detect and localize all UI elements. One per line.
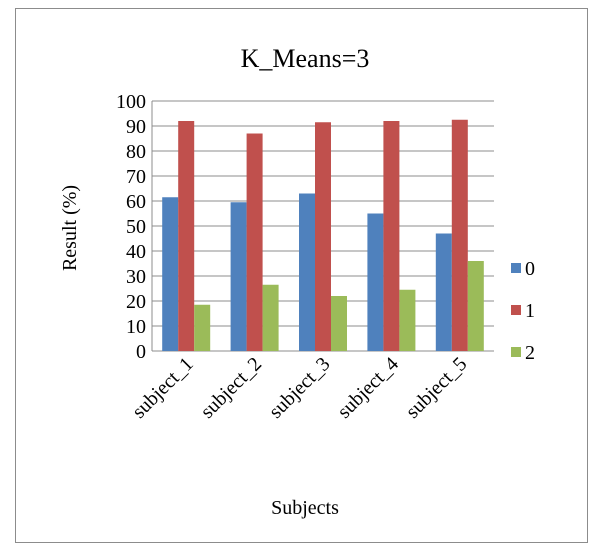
bar [299, 193, 315, 351]
y-tick-label: 60 [126, 191, 146, 213]
legend-label: 2 [525, 342, 535, 364]
x-tick-label: subject_2 [196, 353, 266, 423]
bar [194, 304, 211, 351]
y-tick-label: 70 [126, 166, 146, 188]
legend-label: 0 [525, 258, 535, 280]
bars [162, 119, 484, 351]
bar [331, 296, 347, 351]
y-axis-label: Result (%) [59, 185, 81, 271]
y-tick-label: 10 [126, 316, 146, 338]
legend: 0 1 2 [511, 258, 535, 364]
chart-title: K_Means=3 [241, 44, 370, 73]
legend-swatch [511, 263, 521, 273]
y-tick-label: 30 [126, 266, 146, 288]
x-axis-label: Subjects [271, 497, 339, 519]
bar [367, 213, 384, 351]
y-tick-label: 20 [126, 291, 146, 313]
bar [435, 233, 452, 351]
y-tick-label: 0 [136, 341, 146, 363]
bar [399, 289, 416, 351]
y-tick-label: 90 [126, 116, 146, 138]
y-tick-labels: 0 10 20 30 40 50 60 70 80 90 100 [116, 91, 146, 363]
x-tick-label: subject_1 [128, 353, 198, 423]
x-tick-labels: subject_1subject_2subject_3subject_4subj… [128, 353, 471, 423]
legend-label: 1 [525, 300, 535, 322]
bar [178, 121, 195, 351]
bar [315, 122, 331, 351]
y-tick-label: 50 [126, 216, 146, 238]
bar [262, 284, 279, 351]
y-tick-label: 40 [126, 241, 146, 263]
bar [451, 119, 468, 351]
legend-swatch [511, 347, 521, 357]
y-tick-label: 100 [116, 91, 146, 113]
bar [467, 261, 484, 351]
y-tick-label: 80 [126, 141, 146, 163]
bar [383, 121, 400, 351]
bar [246, 133, 263, 351]
x-tick-label: subject_3 [265, 353, 335, 423]
bar [230, 202, 247, 351]
x-tick-label: subject_5 [402, 353, 472, 423]
x-tick-label: subject_4 [333, 353, 403, 423]
legend-swatch [511, 305, 521, 315]
bar [162, 197, 179, 351]
